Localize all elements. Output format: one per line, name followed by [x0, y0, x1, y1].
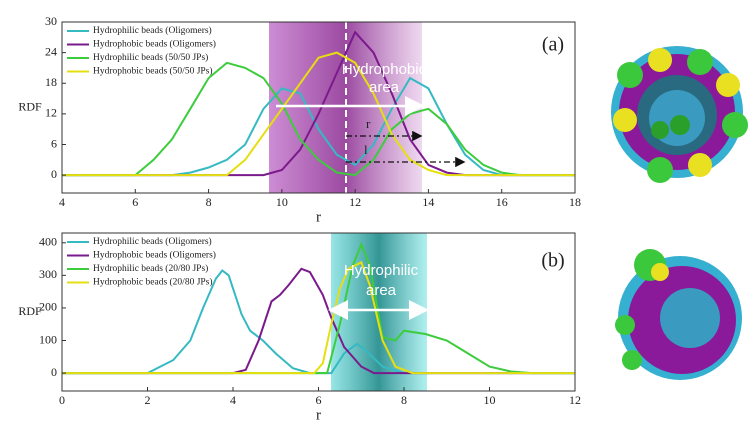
- legend-label: Hydrophilic beads (Oligomers): [93, 236, 212, 247]
- data-line: [62, 269, 575, 375]
- x-tick-label: 12: [569, 393, 581, 407]
- annotation: Hydrophobic: [342, 61, 427, 78]
- y-tick-label: 30: [45, 14, 57, 28]
- plot-frame: [61, 21, 576, 194]
- y-tick-label: 100: [39, 332, 57, 346]
- y-tick-label: 0: [51, 365, 57, 379]
- panel-label: (a): [542, 34, 564, 56]
- molecule-image: [615, 249, 742, 380]
- data-line: [62, 260, 575, 375]
- legend-label: Hydrophilic beads (Oligomers): [93, 25, 212, 36]
- y-axis-label: RDF: [18, 304, 42, 318]
- legend-label: Hydrophilic beads (50/50 JPs): [93, 52, 208, 63]
- legend-label: Hydrophilic beads (20/80 JPs): [93, 263, 208, 274]
- y-tick-label: 300: [39, 267, 57, 281]
- arrow-label: r: [366, 116, 371, 131]
- x-tick-label: 12: [349, 195, 361, 209]
- x-tick-label: 8: [401, 393, 407, 407]
- legend-label: Hydrophobic beads (Oligomers): [93, 250, 216, 261]
- x-tick-label: 8: [206, 195, 212, 209]
- x-tick-label: 10: [484, 393, 496, 407]
- x-tick-label: 6: [132, 195, 138, 209]
- x-axis-label: r: [316, 407, 321, 423]
- x-tick-label: 6: [316, 393, 322, 407]
- y-tick-label: 6: [51, 136, 57, 150]
- annotation: Hydrophilic: [344, 262, 419, 279]
- y-tick-label: 0: [51, 167, 57, 181]
- legend-label: Hydrophobic beads (50/50 JPs): [93, 66, 213, 77]
- x-tick-label: 4: [59, 195, 65, 209]
- y-tick-label: 12: [45, 106, 57, 120]
- x-tick-label: 10: [276, 195, 288, 209]
- x-axis-label: r: [316, 209, 321, 225]
- data-line: [62, 61, 575, 177]
- data-line: [62, 51, 575, 177]
- legend-label: Hydrophobic beads (20/80 JPs): [93, 277, 213, 288]
- x-tick-label: 2: [145, 393, 151, 407]
- panel-label: (b): [541, 250, 564, 272]
- annotation: area: [366, 282, 397, 299]
- molecule-image: [611, 46, 748, 183]
- x-tick-label: 14: [422, 195, 434, 209]
- y-tick-label: 200: [39, 300, 57, 314]
- legend-label: Hydrophobic beads (Oligomers): [93, 39, 216, 50]
- x-tick-label: 18: [569, 195, 581, 209]
- data-line: [62, 267, 575, 375]
- x-tick-label: 4: [230, 393, 236, 407]
- y-tick-label: 18: [45, 75, 57, 89]
- data-line: [62, 241, 575, 375]
- y-tick-label: 24: [45, 44, 57, 58]
- y-tick-label: 400: [39, 235, 57, 249]
- arrow-label: l: [364, 142, 368, 157]
- x-tick-label: 0: [59, 393, 65, 407]
- annotation: area: [369, 79, 400, 96]
- x-tick-label: 16: [496, 195, 508, 209]
- y-axis-label: RDF: [18, 99, 42, 113]
